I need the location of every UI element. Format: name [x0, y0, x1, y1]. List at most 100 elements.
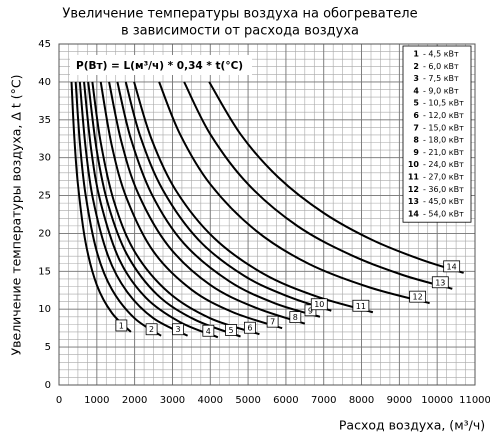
- legend-number: 13: [408, 197, 419, 206]
- curve-label-box: [304, 304, 317, 317]
- legend-label: - 4,5 кВт: [423, 50, 459, 59]
- legend-label: - 6,0 кВт: [423, 62, 459, 71]
- x-tick-label: 5000: [235, 395, 260, 406]
- y-tick-label: 20: [38, 228, 51, 239]
- y-tick-label: 0: [45, 380, 51, 391]
- curve: [208, 81, 464, 274]
- curve-label-box: [409, 290, 427, 303]
- curve-label-box: [310, 298, 328, 311]
- curve: [108, 81, 306, 325]
- x-tick-label: 0: [56, 395, 62, 406]
- x-tick-label: 4000: [198, 395, 223, 406]
- legend-label: - 24,0 кВт: [423, 160, 464, 169]
- curve-label: 5: [228, 326, 233, 335]
- legend-number: 6: [413, 111, 419, 120]
- x-tick-label: 6000: [273, 395, 298, 406]
- x-tick-label: 11000: [459, 395, 490, 406]
- curve-label: 9: [308, 306, 313, 315]
- legend-label: - 10,5 кВт: [423, 99, 464, 108]
- legend-number: 7: [413, 123, 419, 132]
- curve: [133, 81, 374, 314]
- plot-border: [58, 43, 476, 386]
- curve-label-box: [145, 323, 158, 336]
- legend-label: - 54,0 кВт: [423, 209, 464, 218]
- legend-number: 9: [413, 148, 419, 157]
- curve-label-box: [115, 319, 128, 332]
- y-tick-label: 10: [38, 304, 51, 315]
- curve-label: 12: [413, 293, 423, 302]
- curve-label: 6: [247, 324, 252, 333]
- x-tick-label: 9000: [387, 395, 412, 406]
- curve: [116, 81, 321, 318]
- curve: [183, 81, 453, 290]
- x-tick-label: 10000: [421, 395, 453, 406]
- curve-label-box: [266, 315, 279, 328]
- y-tick-label: 45: [38, 39, 51, 50]
- legend-label: - 45,0 кВт: [423, 197, 464, 206]
- x-tick-label: 2000: [122, 395, 147, 406]
- curve-label: 1: [119, 321, 124, 330]
- curve: [99, 81, 283, 330]
- curve-label: 3: [176, 325, 181, 334]
- curve: [83, 81, 219, 339]
- legend-label: - 27,0 кВт: [423, 173, 464, 182]
- chart-title: Увеличение температуры воздуха на обогре…: [62, 7, 417, 22]
- curve: [87, 81, 241, 338]
- x-tick-label: 7000: [311, 395, 336, 406]
- curve-label: 4: [206, 327, 211, 336]
- x-tick-label: 3000: [160, 395, 185, 406]
- curve-label: 8: [293, 313, 298, 322]
- legend-label: - 15,0 кВт: [423, 123, 464, 132]
- legend-label: - 36,0 кВт: [423, 185, 464, 194]
- curve-label-box: [352, 299, 370, 312]
- curve-label-box: [431, 276, 449, 289]
- y-tick-label: 15: [38, 266, 51, 277]
- curve-label: 13: [435, 278, 445, 287]
- legend-label: - 21,0 кВт: [423, 148, 464, 157]
- legend-number: 8: [413, 136, 419, 145]
- curve-label-box: [225, 324, 237, 336]
- x-tick-label: 1000: [84, 395, 109, 406]
- legend-number: 5: [413, 99, 419, 108]
- legend-box: [402, 45, 472, 223]
- annotation-box: [70, 55, 252, 75]
- curve: [78, 81, 189, 337]
- y-tick-label: 30: [38, 153, 51, 164]
- curve-label-box: [202, 324, 215, 337]
- curve-label-box: [244, 321, 256, 334]
- legend-number: 11: [408, 173, 420, 182]
- curve: [124, 81, 332, 312]
- curve-label: 10: [314, 300, 324, 309]
- curve: [158, 81, 430, 305]
- curve: [91, 81, 260, 336]
- legend-number: 14: [408, 209, 420, 218]
- curve-label: 2: [149, 325, 154, 334]
- curve-label: 11: [356, 302, 366, 311]
- legend-number: 4: [413, 86, 419, 95]
- legend-label: - 7,5 кВт: [423, 74, 459, 83]
- curve: [74, 81, 162, 337]
- legend-number: 12: [408, 185, 419, 194]
- legend-number: 3: [413, 74, 419, 83]
- y-tick-label: 25: [38, 191, 51, 202]
- curve: [70, 81, 132, 333]
- legend-label: - 9,0 кВт: [423, 86, 459, 95]
- curve-label-box: [289, 311, 302, 324]
- y-tick-label: 5: [45, 342, 51, 353]
- chart-title: в зависимости от расхода воздуха: [121, 24, 359, 39]
- x-axis-title: Расход воздуха, (м³/ч): [339, 418, 485, 433]
- curve-label: 14: [447, 262, 457, 271]
- y-tick-label: 35: [38, 115, 51, 126]
- y-axis-title: Увеличение температуры воздуха, Δ t (°C): [9, 75, 24, 356]
- x-tick-label: 8000: [349, 395, 374, 406]
- legend-number: 2: [413, 62, 419, 71]
- legend-number: 1: [413, 50, 419, 59]
- curve-label-box: [172, 323, 184, 336]
- legend-number: 10: [408, 160, 420, 169]
- curve-label: 7: [270, 318, 275, 327]
- annotation: P(Вт) = L(м³/ч) * 0,34 * t(°C): [76, 60, 243, 72]
- curves: [70, 81, 464, 339]
- legend-label: - 18,0 кВт: [423, 136, 464, 145]
